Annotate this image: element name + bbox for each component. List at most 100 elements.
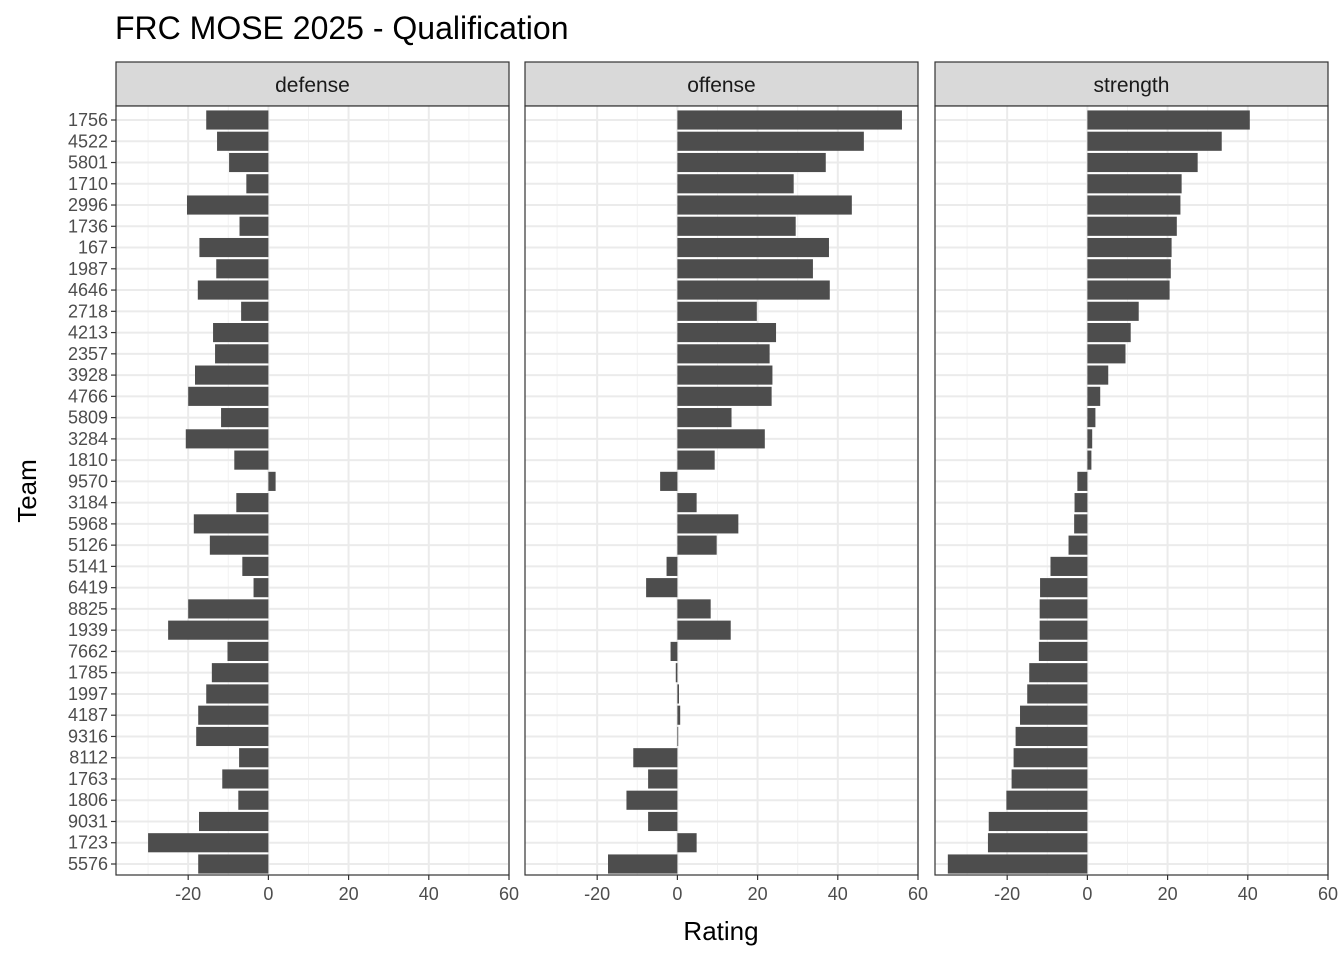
chart-title: FRC MOSE 2025 - Qualification (115, 10, 569, 46)
bar-strength-4187 (1020, 705, 1088, 725)
y-tick-label: 1763 (68, 769, 108, 789)
y-tick-label: 4766 (68, 386, 108, 406)
bar-strength-5968 (1074, 514, 1088, 534)
y-tick-label: 8825 (68, 599, 108, 619)
x-tick-label: 40 (1238, 884, 1258, 904)
bar-offense-1756 (677, 110, 902, 130)
bar-defense-5576 (198, 854, 269, 874)
bar-defense-3184 (236, 493, 269, 513)
bar-strength-2996 (1087, 195, 1181, 215)
bar-strength-2357 (1087, 344, 1126, 364)
bar-strength-5801 (1087, 152, 1198, 173)
bar-strength-1997 (1027, 684, 1088, 704)
bar-strength-9031 (988, 811, 1088, 832)
bar-offense-5801 (677, 152, 826, 173)
bar-strength-5141 (1050, 556, 1088, 576)
bar-offense-5126 (677, 535, 717, 555)
y-tick-label: 5801 (68, 153, 108, 173)
bar-offense-1997 (677, 684, 679, 704)
bar-offense-8825 (677, 599, 711, 619)
bar-offense-7662 (670, 641, 678, 661)
facet-strip-label: defense (275, 74, 350, 97)
x-tick-label: -20 (175, 884, 201, 904)
facet-strip-label: strength (1094, 74, 1170, 97)
y-tick-label: 1806 (68, 790, 108, 810)
bar-defense-6419 (253, 578, 269, 598)
bar-strength-1756 (1087, 110, 1250, 130)
bar-offense-3184 (677, 493, 697, 513)
bar-strength-4766 (1087, 386, 1101, 406)
panel-border (524, 105, 919, 876)
y-tick-label: 9031 (68, 811, 108, 831)
facet-strip-label: offense (687, 74, 756, 97)
x-tick-label: 20 (748, 884, 768, 904)
bar-offense-4766 (677, 386, 772, 406)
bar-defense-9570 (268, 471, 276, 491)
bar-defense-5801 (229, 152, 269, 173)
bar-defense-9316 (196, 726, 269, 747)
x-tick-label: 40 (828, 884, 848, 904)
x-tick-label: 40 (419, 884, 439, 904)
bar-defense-4213 (213, 323, 269, 343)
bar-defense-3284 (185, 429, 269, 449)
y-tick-label: 9316 (68, 726, 108, 746)
bar-strength-1810 (1087, 450, 1092, 470)
bar-strength-1710 (1087, 174, 1182, 194)
bar-defense-2357 (215, 344, 269, 364)
bar-offense-1723 (677, 833, 697, 853)
bar-strength-4213 (1087, 323, 1131, 343)
bar-strength-6419 (1040, 578, 1088, 598)
bar-strength-1763 (1011, 769, 1088, 789)
bar-offense-3284 (677, 429, 765, 449)
bar-defense-1736 (239, 216, 269, 236)
x-tick-label: 0 (672, 884, 682, 904)
facet-panel-offense: offense -20 0 20 40 60 (524, 61, 928, 904)
bar-defense-1810 (234, 450, 269, 470)
bar-strength-8112 (1013, 748, 1088, 768)
bar-strength-3184 (1074, 493, 1088, 513)
y-tick-label: 5968 (68, 514, 108, 534)
bar-defense-2996 (186, 195, 269, 215)
y-tick-label: 3184 (68, 493, 108, 513)
bar-defense-7662 (227, 641, 269, 661)
bar-strength-3284 (1087, 429, 1093, 449)
y-tick-label: 5576 (68, 854, 108, 874)
bar-offense-6419 (646, 578, 678, 598)
y-axis-title: Team (12, 459, 42, 523)
bar-strength-9570 (1077, 471, 1088, 491)
y-tick-label: 1723 (68, 833, 108, 853)
bar-strength-5576 (947, 854, 1088, 874)
x-tick-label: -20 (994, 884, 1020, 904)
bar-defense-4522 (217, 131, 269, 151)
y-tick-label: 4646 (68, 280, 108, 300)
bar-strength-9316 (1015, 726, 1088, 747)
y-tick-label: 1736 (68, 216, 108, 236)
bar-defense-1785 (211, 663, 269, 683)
bar-offense-1987 (677, 259, 813, 279)
y-tick-label: 167 (78, 238, 108, 258)
y-tick-label: 5126 (68, 535, 108, 555)
bar-strength-5809 (1087, 408, 1096, 428)
y-tick-label: 2718 (68, 301, 108, 321)
x-tick-label: 20 (339, 884, 359, 904)
y-tick-label: 9570 (68, 471, 108, 491)
x-tick-label: 20 (1158, 884, 1178, 904)
bar-strength-167 (1087, 237, 1172, 258)
bar-strength-5126 (1068, 535, 1088, 555)
bar-offense-5576 (608, 854, 678, 874)
panel-background (116, 106, 509, 875)
bar-offense-167 (677, 237, 829, 258)
y-tick-label: 1710 (68, 174, 108, 194)
bar-strength-1987 (1087, 259, 1171, 279)
bar-defense-5809 (221, 408, 269, 428)
bar-offense-2357 (677, 344, 770, 364)
panel-border (115, 105, 510, 876)
y-tick-label: 4522 (68, 131, 108, 151)
bar-defense-1763 (222, 769, 269, 789)
bar-offense-8112 (633, 748, 678, 768)
bar-offense-1939 (677, 620, 731, 640)
bar-strength-1736 (1087, 216, 1177, 236)
bar-defense-1939 (168, 620, 269, 640)
y-tick-label: 3284 (68, 429, 108, 449)
facet-strip (524, 61, 919, 107)
